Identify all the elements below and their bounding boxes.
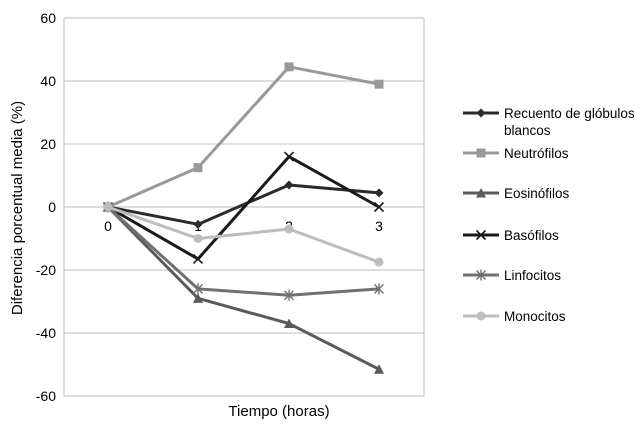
marker-triangle (284, 318, 294, 329)
marker-square (374, 79, 384, 89)
legend-item: Monocitos (463, 309, 566, 324)
marker-square (476, 148, 486, 158)
marker-star (374, 283, 384, 295)
x-tick-label: 3 (375, 218, 383, 234)
series-4 (102, 151, 385, 265)
marker-x (373, 201, 385, 213)
series-line (107, 65, 380, 209)
grid-lines (63, 17, 425, 397)
marker-square (284, 62, 294, 72)
marker-circle (476, 311, 486, 321)
series-5 (103, 201, 384, 301)
legend-label: Monocitos (504, 309, 566, 324)
marker-x (192, 253, 204, 265)
legend-item: Recuento de glóbulos blancos (463, 106, 635, 138)
legend-label: Linfocitos (504, 268, 561, 283)
legend-item: Neutrófilos (463, 146, 569, 161)
marker-circle (284, 224, 294, 234)
marker-star (476, 269, 486, 281)
series-line (107, 183, 380, 226)
series-line (106, 205, 380, 297)
legend-item: Basófilos (463, 228, 559, 243)
marker-circle (103, 202, 113, 212)
legend: Recuento de glóbulos blancos Neutrófilos Eo… (463, 106, 635, 324)
series-6 (103, 202, 384, 267)
marker-diamond (284, 180, 294, 190)
legend-label: Recuento de glóbulos blancos (504, 106, 635, 138)
x-tick-label: 0 (104, 218, 112, 234)
marker-triangle (193, 293, 203, 303)
legend-label: Eosinófilos (504, 186, 570, 201)
marker-diamond (374, 188, 384, 198)
legend-item: Eosinófilos (463, 186, 570, 201)
marker-x (475, 229, 487, 241)
y-tick-labels: 60 40 20 0 -20 -40 -60 (36, 10, 56, 404)
y-tick-label: -60 (36, 388, 56, 404)
marker-circle (193, 234, 203, 243)
legend-label: Neutrófilos (504, 146, 569, 161)
marker-triangle (476, 188, 486, 198)
marker-diamond (476, 108, 486, 118)
series-line (106, 205, 380, 371)
y-tick-label: -40 (36, 325, 56, 341)
y-tick-label: 0 (48, 199, 56, 215)
marker-square (193, 163, 203, 173)
marker-diamond (193, 219, 203, 229)
legend-item: Linfocitos (463, 268, 561, 283)
series-group (102, 62, 385, 374)
y-axis-title: Diferencia porcentual media (%) (9, 101, 26, 315)
series-line (107, 205, 380, 264)
y-tick-label: 60 (40, 10, 56, 26)
marker-star (284, 289, 294, 301)
marker-star (193, 283, 203, 295)
marker-circle (374, 257, 384, 267)
y-tick-label: 20 (40, 136, 56, 152)
marker-x (283, 151, 295, 162)
x-axis-title: Tiempo (horas) (228, 403, 329, 420)
legend-label: Basófilos (504, 228, 559, 243)
y-tick-label: -20 (36, 262, 56, 278)
y-tick-label: 40 (40, 73, 56, 89)
marker-triangle (374, 364, 384, 374)
series-line (107, 155, 380, 261)
